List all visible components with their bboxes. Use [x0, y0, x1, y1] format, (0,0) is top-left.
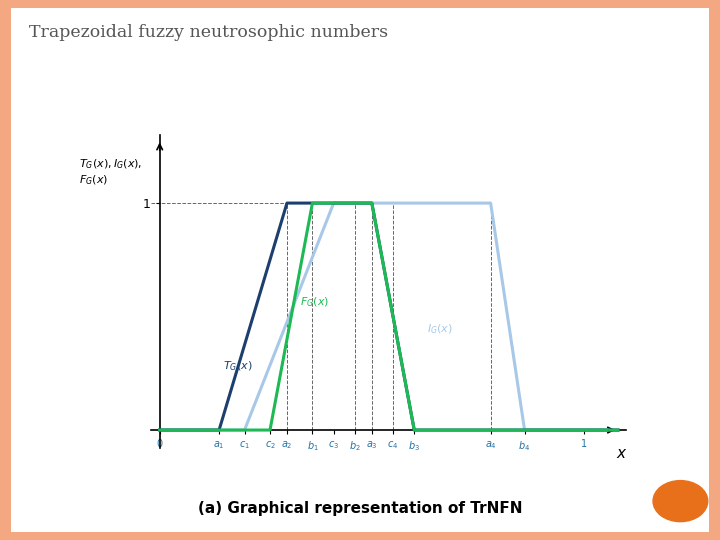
Text: $F_G(x)$: $F_G(x)$	[300, 295, 329, 309]
Text: (a) Graphical representation of TrNFN: (a) Graphical representation of TrNFN	[198, 501, 522, 516]
Text: Trapezoidal fuzzy neutrosophic numbers: Trapezoidal fuzzy neutrosophic numbers	[29, 24, 388, 41]
Text: $T_G(x)$: $T_G(x)$	[223, 359, 253, 373]
Text: $x$: $x$	[616, 446, 628, 461]
Text: $T_G(x), I_G(x),$
$F_G(x)$: $T_G(x), I_G(x),$ $F_G(x)$	[79, 158, 143, 187]
Text: $I_G(x)$: $I_G(x)$	[427, 323, 453, 336]
